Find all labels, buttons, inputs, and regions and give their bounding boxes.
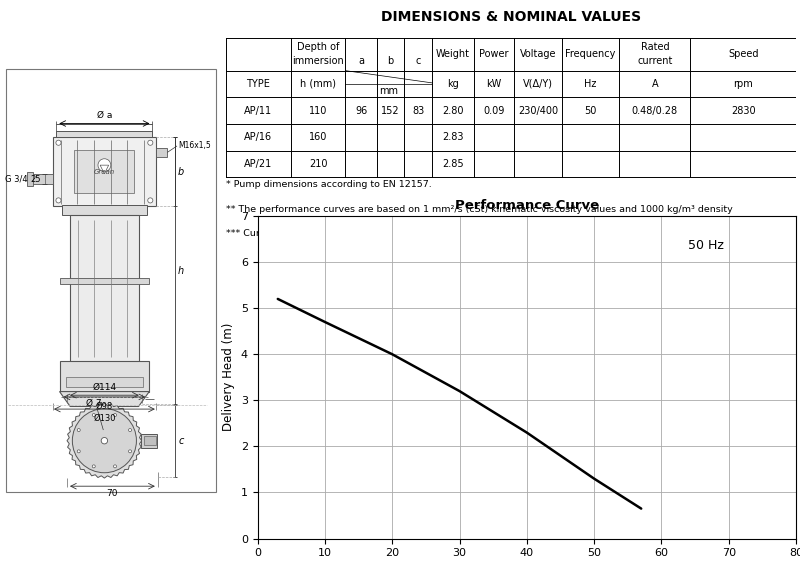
Polygon shape: [59, 392, 150, 407]
Text: b: b: [387, 56, 394, 66]
Text: 2.85: 2.85: [442, 159, 464, 169]
Bar: [156, 148, 167, 157]
Text: 50: 50: [585, 105, 597, 116]
Text: Depth of: Depth of: [297, 42, 339, 52]
Circle shape: [148, 140, 153, 145]
Text: M16x1,5: M16x1,5: [178, 141, 211, 150]
Text: Ø a: Ø a: [97, 111, 112, 119]
Text: 0.48/0.28: 0.48/0.28: [632, 105, 678, 116]
Text: A: A: [651, 79, 658, 89]
Text: DIMENSIONS & NOMINAL VALUES: DIMENSIONS & NOMINAL VALUES: [381, 10, 641, 24]
Circle shape: [56, 198, 61, 203]
Text: Ø 7: Ø 7: [86, 399, 102, 408]
Text: a: a: [358, 56, 364, 66]
Text: Ø130: Ø130: [93, 413, 116, 422]
Text: * Pump dimensions according to EN 12157.: * Pump dimensions according to EN 12157.: [226, 181, 431, 190]
Bar: [53, 137, 156, 206]
Title: Performance Curve: Performance Curve: [454, 199, 599, 212]
Text: *** Curve tolerance according to EN ISO 9906.: *** Curve tolerance according to EN ISO …: [226, 229, 446, 238]
Circle shape: [78, 450, 80, 453]
Text: Rated: Rated: [641, 42, 669, 52]
Text: current: current: [637, 56, 673, 66]
Bar: [62, 205, 147, 215]
Bar: [27, 172, 33, 186]
Text: immersion: immersion: [293, 56, 344, 66]
Text: 2830: 2830: [731, 105, 755, 116]
Text: Grean: Grean: [94, 168, 115, 174]
Text: V(Δ/Y): V(Δ/Y): [523, 79, 553, 89]
Text: kW: kW: [486, 79, 502, 89]
Polygon shape: [67, 403, 142, 478]
Circle shape: [92, 465, 95, 468]
Text: h (mm): h (mm): [300, 79, 336, 89]
Bar: [70, 215, 138, 362]
Text: Ø114: Ø114: [92, 383, 117, 392]
Text: Ø98: Ø98: [96, 402, 113, 411]
Circle shape: [129, 429, 131, 431]
Bar: [56, 131, 153, 137]
Bar: [59, 361, 150, 392]
Circle shape: [56, 140, 61, 145]
Circle shape: [114, 413, 117, 416]
Text: h: h: [178, 266, 184, 277]
Circle shape: [129, 450, 131, 453]
Text: Hz: Hz: [585, 79, 597, 89]
Bar: [66, 376, 143, 387]
Bar: [32, 174, 53, 185]
Y-axis label: Delivery Head (m): Delivery Head (m): [222, 323, 235, 431]
Text: Weight: Weight: [436, 49, 470, 59]
Text: rpm: rpm: [734, 79, 753, 89]
Bar: [144, 436, 156, 445]
Text: kg: kg: [447, 79, 458, 89]
Polygon shape: [100, 165, 109, 174]
Text: 70: 70: [106, 489, 118, 498]
Bar: [74, 150, 134, 193]
Bar: [59, 278, 150, 284]
Text: Speed: Speed: [728, 49, 758, 59]
Text: G 3/4: G 3/4: [5, 174, 28, 183]
Text: c: c: [178, 436, 183, 445]
Circle shape: [78, 429, 80, 431]
Text: AP/21: AP/21: [244, 159, 273, 169]
Text: c: c: [415, 56, 421, 66]
Bar: [99, 407, 110, 413]
Text: Power: Power: [479, 49, 509, 59]
Text: 83: 83: [412, 105, 424, 116]
Text: TYPE: TYPE: [246, 79, 270, 89]
Circle shape: [148, 198, 153, 203]
Text: 2.80: 2.80: [442, 105, 464, 116]
Text: b: b: [178, 167, 184, 177]
Text: 110: 110: [309, 105, 327, 116]
Text: AP/11: AP/11: [244, 105, 273, 116]
Text: 230/400: 230/400: [518, 105, 558, 116]
Text: 25: 25: [31, 174, 42, 183]
Text: 2.83: 2.83: [442, 132, 464, 142]
Text: 96: 96: [355, 105, 367, 116]
Text: 0.09: 0.09: [483, 105, 504, 116]
Bar: [142, 434, 158, 448]
Text: 210: 210: [309, 159, 327, 169]
Text: mm: mm: [379, 86, 398, 95]
Circle shape: [98, 159, 110, 172]
Text: 160: 160: [309, 132, 327, 142]
Text: 152: 152: [381, 105, 400, 116]
Text: Voltage: Voltage: [520, 49, 556, 59]
Circle shape: [101, 438, 107, 444]
Text: AP/16: AP/16: [244, 132, 273, 142]
Circle shape: [72, 408, 137, 473]
Text: ** The performance curves are based on 1 mm²/s (cSt) kinematic viscosity values : ** The performance curves are based on 1…: [226, 205, 732, 214]
Circle shape: [114, 465, 117, 468]
Circle shape: [92, 413, 95, 416]
Text: Frequency: Frequency: [566, 49, 616, 59]
Text: 50 Hz: 50 Hz: [688, 240, 724, 252]
